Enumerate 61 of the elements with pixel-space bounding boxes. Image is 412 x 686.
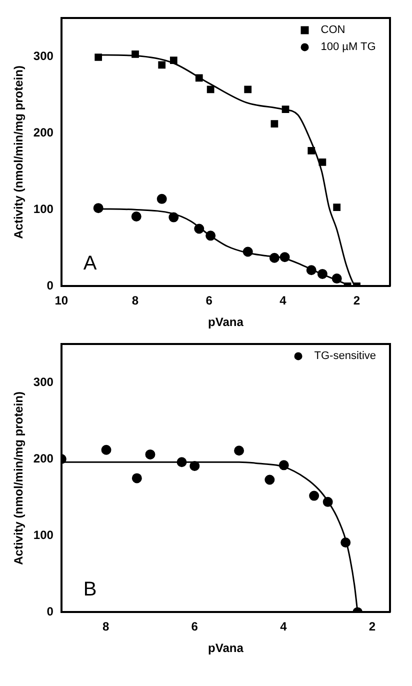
point: [309, 490, 320, 501]
point: [168, 212, 179, 222]
point: [332, 274, 342, 284]
y-axis-title: Activity (nmol/min/mg protein): [12, 66, 26, 239]
point: [93, 203, 104, 214]
y-tick-label: 200: [33, 125, 54, 140]
point: [333, 204, 341, 212]
point: [244, 86, 252, 94]
legend-label: CON: [320, 24, 346, 36]
point: [132, 473, 142, 484]
point: [206, 86, 214, 94]
point: [270, 120, 278, 128]
point: [170, 56, 178, 64]
x-tick-label: 8: [132, 294, 139, 308]
point: [145, 449, 156, 460]
x-axis-title: pVana: [208, 641, 244, 656]
point: [269, 252, 280, 263]
x-tick-label: 8: [102, 620, 110, 634]
y-tick-label: 0: [46, 278, 54, 293]
x-tick-label: 10: [54, 294, 68, 308]
y-tick-label: 200: [33, 451, 54, 466]
y-tick-label: 0: [46, 604, 54, 619]
point: [158, 61, 166, 69]
point: [156, 194, 167, 204]
point: [264, 474, 275, 485]
point: [282, 106, 290, 113]
point: [340, 538, 351, 548]
point: [280, 252, 290, 262]
x-axis-title: pVana: [208, 315, 244, 330]
x-tick-label: 6: [206, 294, 213, 308]
point: [317, 268, 328, 279]
annotation: B: [83, 578, 97, 601]
legend-label: 100 µM TG: [320, 41, 376, 54]
x-tick-label: 4: [280, 294, 287, 308]
legend-label: TG-sensitive: [314, 350, 376, 362]
point: [176, 457, 187, 468]
point: [131, 212, 142, 222]
y-axis-title: Activity (nmol/min/mg protein): [12, 392, 26, 565]
point: [101, 444, 112, 455]
point: [206, 230, 216, 241]
x-tick-label: 2: [353, 294, 360, 308]
annotation: A: [83, 252, 98, 275]
point: [322, 496, 333, 507]
x-tick-label: 4: [280, 620, 288, 634]
point: [306, 265, 316, 276]
y-tick-label: 100: [33, 202, 54, 216]
y-tick-label: 300: [33, 48, 54, 63]
point: [242, 246, 253, 257]
point: [190, 460, 200, 471]
point: [194, 224, 204, 234]
y-tick-label: 300: [33, 374, 54, 389]
point: [94, 54, 102, 61]
point: [195, 74, 203, 82]
point: [132, 50, 139, 58]
point: [318, 158, 326, 166]
point: [234, 446, 244, 456]
x-tick-label: 2: [368, 620, 376, 634]
point: [278, 460, 289, 470]
x-tick-label: 6: [191, 620, 198, 634]
y-tick-label: 100: [33, 528, 54, 542]
point: [308, 146, 316, 154]
